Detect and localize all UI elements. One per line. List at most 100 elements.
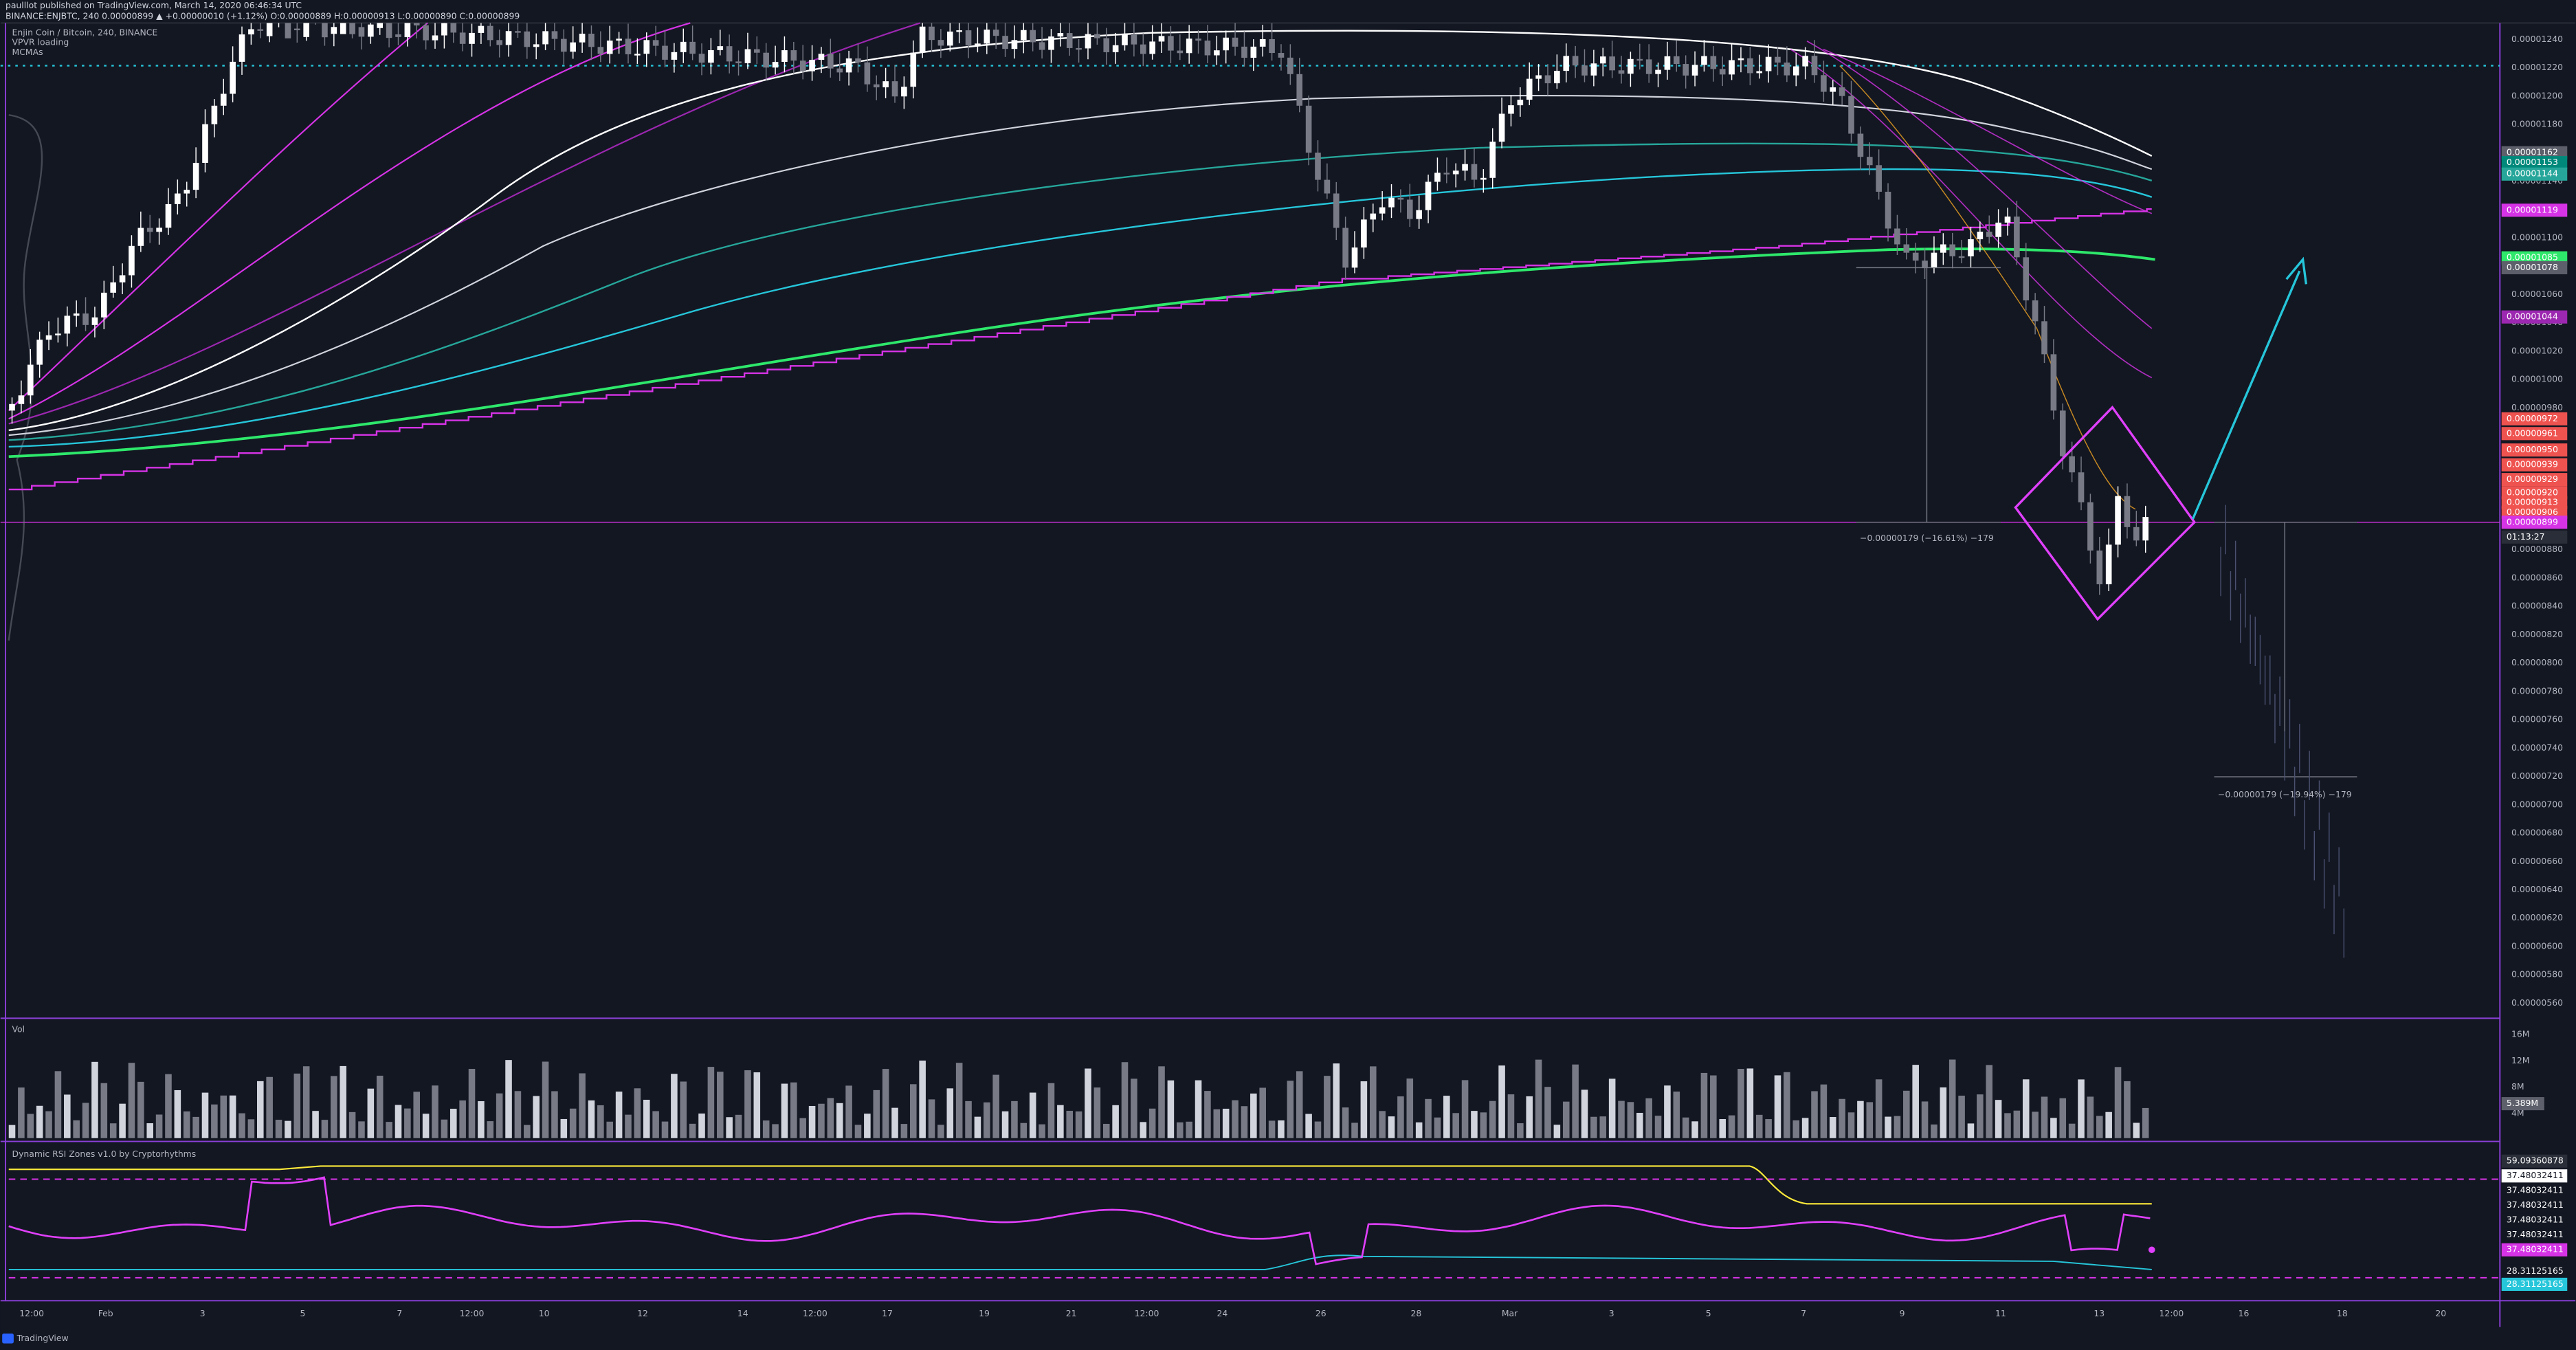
candle-body bbox=[91, 317, 98, 325]
candle-body bbox=[1903, 244, 1910, 253]
volume-bar bbox=[1746, 1068, 1754, 1138]
volume-bar bbox=[1397, 1096, 1404, 1138]
volume-bar bbox=[928, 1099, 935, 1138]
candle-body bbox=[2115, 496, 2121, 545]
volume-bar bbox=[36, 1105, 43, 1138]
candle-body bbox=[873, 84, 880, 88]
time-axis-label: 3 bbox=[1609, 1308, 1614, 1318]
rsi-tag-label: 37.48032411 bbox=[2507, 1229, 2564, 1239]
candle-body bbox=[1866, 157, 1873, 166]
candle-body bbox=[919, 26, 926, 53]
candle-body bbox=[1958, 256, 1965, 258]
rsi-tag-label: 59.09360878 bbox=[2507, 1155, 2564, 1166]
volume-bar bbox=[781, 1083, 788, 1138]
candle-body bbox=[322, 23, 328, 38]
rsi-tag bbox=[2501, 1154, 2568, 1168]
candle-body bbox=[671, 52, 678, 60]
candle-body bbox=[293, 28, 300, 30]
volume-bar bbox=[1664, 1085, 1671, 1138]
candle-body bbox=[652, 40, 659, 46]
time-axis-label: 13 bbox=[2094, 1308, 2105, 1318]
volume-bar bbox=[247, 1119, 255, 1138]
candle-body bbox=[1655, 69, 1661, 74]
candle-body bbox=[266, 23, 273, 36]
volume-bar bbox=[1222, 1108, 1230, 1138]
time-axis-label: 19 bbox=[979, 1308, 990, 1318]
candle-body bbox=[285, 23, 291, 38]
price-tag-label: 01:13:27 bbox=[2507, 531, 2545, 542]
candle-body bbox=[1636, 58, 1643, 61]
candle-body bbox=[413, 23, 420, 26]
candle-body bbox=[901, 87, 907, 97]
volume-bar bbox=[726, 1117, 733, 1138]
volume-bar bbox=[689, 1123, 696, 1138]
candle-body bbox=[423, 25, 429, 41]
candle-body bbox=[2142, 517, 2148, 541]
time-axis-label: 11 bbox=[1995, 1308, 2006, 1318]
volume-bar bbox=[2142, 1107, 2149, 1138]
candle-body bbox=[1471, 164, 1478, 180]
candle-body bbox=[230, 61, 236, 94]
price-tag-label: 0.00001044 bbox=[2507, 311, 2558, 322]
candle-body bbox=[946, 31, 953, 46]
price-axis-label: 0.00001060 bbox=[2511, 289, 2563, 299]
volume-bar bbox=[285, 1120, 291, 1138]
volume-bar bbox=[1866, 1102, 1874, 1138]
candle-body bbox=[1756, 71, 1763, 74]
candle-body bbox=[597, 47, 604, 54]
volume-bar bbox=[1287, 1081, 1294, 1138]
candle-body bbox=[2105, 544, 2112, 585]
price-tag bbox=[2501, 203, 2568, 217]
volume-bar bbox=[220, 1095, 227, 1138]
volume-axis-label: 8M bbox=[2511, 1081, 2524, 1092]
volume-bar bbox=[542, 1061, 549, 1138]
volume-bar bbox=[73, 1120, 80, 1138]
candle-body bbox=[1324, 179, 1331, 194]
volume-bar bbox=[974, 1116, 981, 1138]
volume-bar bbox=[661, 1121, 669, 1138]
candle-body bbox=[1149, 41, 1155, 54]
volume-bar bbox=[762, 1120, 770, 1138]
time-axis-label: 21 bbox=[1066, 1308, 1077, 1318]
rsi-tag bbox=[2501, 1184, 2568, 1197]
volume-bar bbox=[441, 1119, 448, 1138]
candle-body bbox=[1168, 36, 1174, 51]
time-axis-label: 9 bbox=[1900, 1308, 1905, 1318]
volume-bar bbox=[386, 1122, 392, 1138]
volume-bar bbox=[854, 1125, 862, 1138]
candle-body bbox=[1186, 38, 1192, 54]
volume-bar bbox=[808, 1105, 816, 1138]
volume-bar bbox=[1452, 1113, 1459, 1138]
candle-body bbox=[248, 29, 254, 35]
candle-body bbox=[469, 32, 475, 44]
price-tag bbox=[2501, 443, 2568, 457]
volume-bar bbox=[1940, 1087, 1947, 1138]
candle-body bbox=[1526, 78, 1533, 100]
candle-body bbox=[156, 228, 162, 232]
price-axis-label: 0.00001220 bbox=[2511, 62, 2563, 72]
candle-body bbox=[55, 333, 61, 335]
volume-bar bbox=[790, 1082, 797, 1138]
candle-body bbox=[1691, 65, 1698, 76]
volume-bar bbox=[266, 1076, 273, 1138]
volume-bar bbox=[100, 1083, 108, 1138]
candle-body bbox=[1103, 38, 1110, 52]
volume-bar bbox=[1857, 1100, 1864, 1138]
volume-bar bbox=[1765, 1119, 1772, 1138]
candle-body bbox=[1765, 56, 1772, 71]
volume-bar bbox=[1085, 1068, 1091, 1138]
volume-bar bbox=[54, 1071, 62, 1138]
time-axis-label: 10 bbox=[539, 1308, 550, 1318]
candle-body bbox=[73, 313, 80, 316]
time-axis-label: 12:00 bbox=[2159, 1308, 2184, 1318]
time-axis-label: 12:00 bbox=[803, 1308, 828, 1318]
price-tag-label: 0.00000972 bbox=[2507, 413, 2558, 423]
time-axis-label: 5 bbox=[300, 1308, 305, 1318]
volume-bar bbox=[1001, 1111, 1009, 1138]
candle-body bbox=[358, 27, 365, 37]
volume-bar bbox=[882, 1069, 889, 1138]
candle-body bbox=[1784, 62, 1790, 76]
candle-body bbox=[2078, 472, 2085, 502]
candle-body bbox=[2124, 496, 2131, 527]
